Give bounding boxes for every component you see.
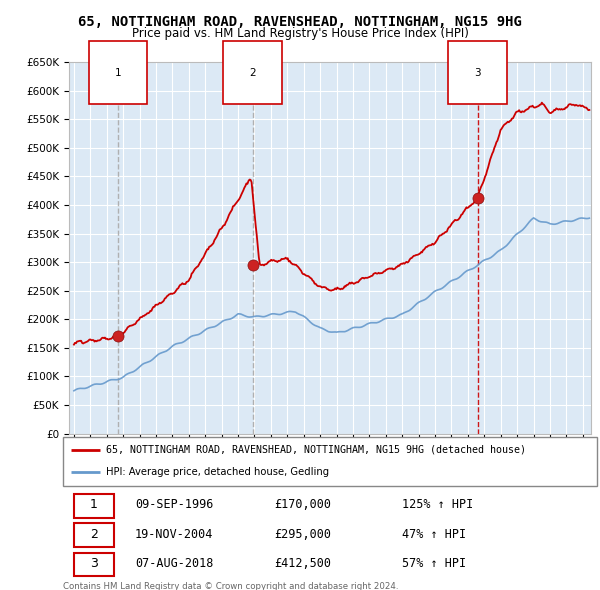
FancyBboxPatch shape [74, 494, 114, 518]
Text: HPI: Average price, detached house, Gedling: HPI: Average price, detached house, Gedl… [106, 467, 329, 477]
FancyBboxPatch shape [63, 437, 597, 486]
Text: 19-NOV-2004: 19-NOV-2004 [135, 527, 214, 541]
Text: 3: 3 [90, 557, 98, 570]
Text: 3: 3 [475, 67, 481, 77]
Text: £412,500: £412,500 [274, 557, 331, 570]
Text: 09-SEP-1996: 09-SEP-1996 [135, 499, 214, 512]
Text: 125% ↑ HPI: 125% ↑ HPI [402, 499, 473, 512]
Text: Price paid vs. HM Land Registry's House Price Index (HPI): Price paid vs. HM Land Registry's House … [131, 27, 469, 40]
Text: £170,000: £170,000 [274, 499, 331, 512]
FancyBboxPatch shape [74, 552, 114, 576]
Text: 1: 1 [90, 499, 98, 512]
Text: 1: 1 [115, 67, 121, 77]
Text: 65, NOTTINGHAM ROAD, RAVENSHEAD, NOTTINGHAM, NG15 9HG (detached house): 65, NOTTINGHAM ROAD, RAVENSHEAD, NOTTING… [106, 445, 526, 455]
Text: 2: 2 [90, 527, 98, 541]
FancyBboxPatch shape [74, 523, 114, 547]
Text: Contains HM Land Registry data © Crown copyright and database right 2024.
This d: Contains HM Land Registry data © Crown c… [63, 582, 398, 590]
Text: 47% ↑ HPI: 47% ↑ HPI [402, 527, 466, 541]
Text: 57% ↑ HPI: 57% ↑ HPI [402, 557, 466, 570]
Text: 65, NOTTINGHAM ROAD, RAVENSHEAD, NOTTINGHAM, NG15 9HG: 65, NOTTINGHAM ROAD, RAVENSHEAD, NOTTING… [78, 15, 522, 29]
Text: £295,000: £295,000 [274, 527, 331, 541]
Text: 07-AUG-2018: 07-AUG-2018 [135, 557, 214, 570]
Text: 2: 2 [250, 67, 256, 77]
